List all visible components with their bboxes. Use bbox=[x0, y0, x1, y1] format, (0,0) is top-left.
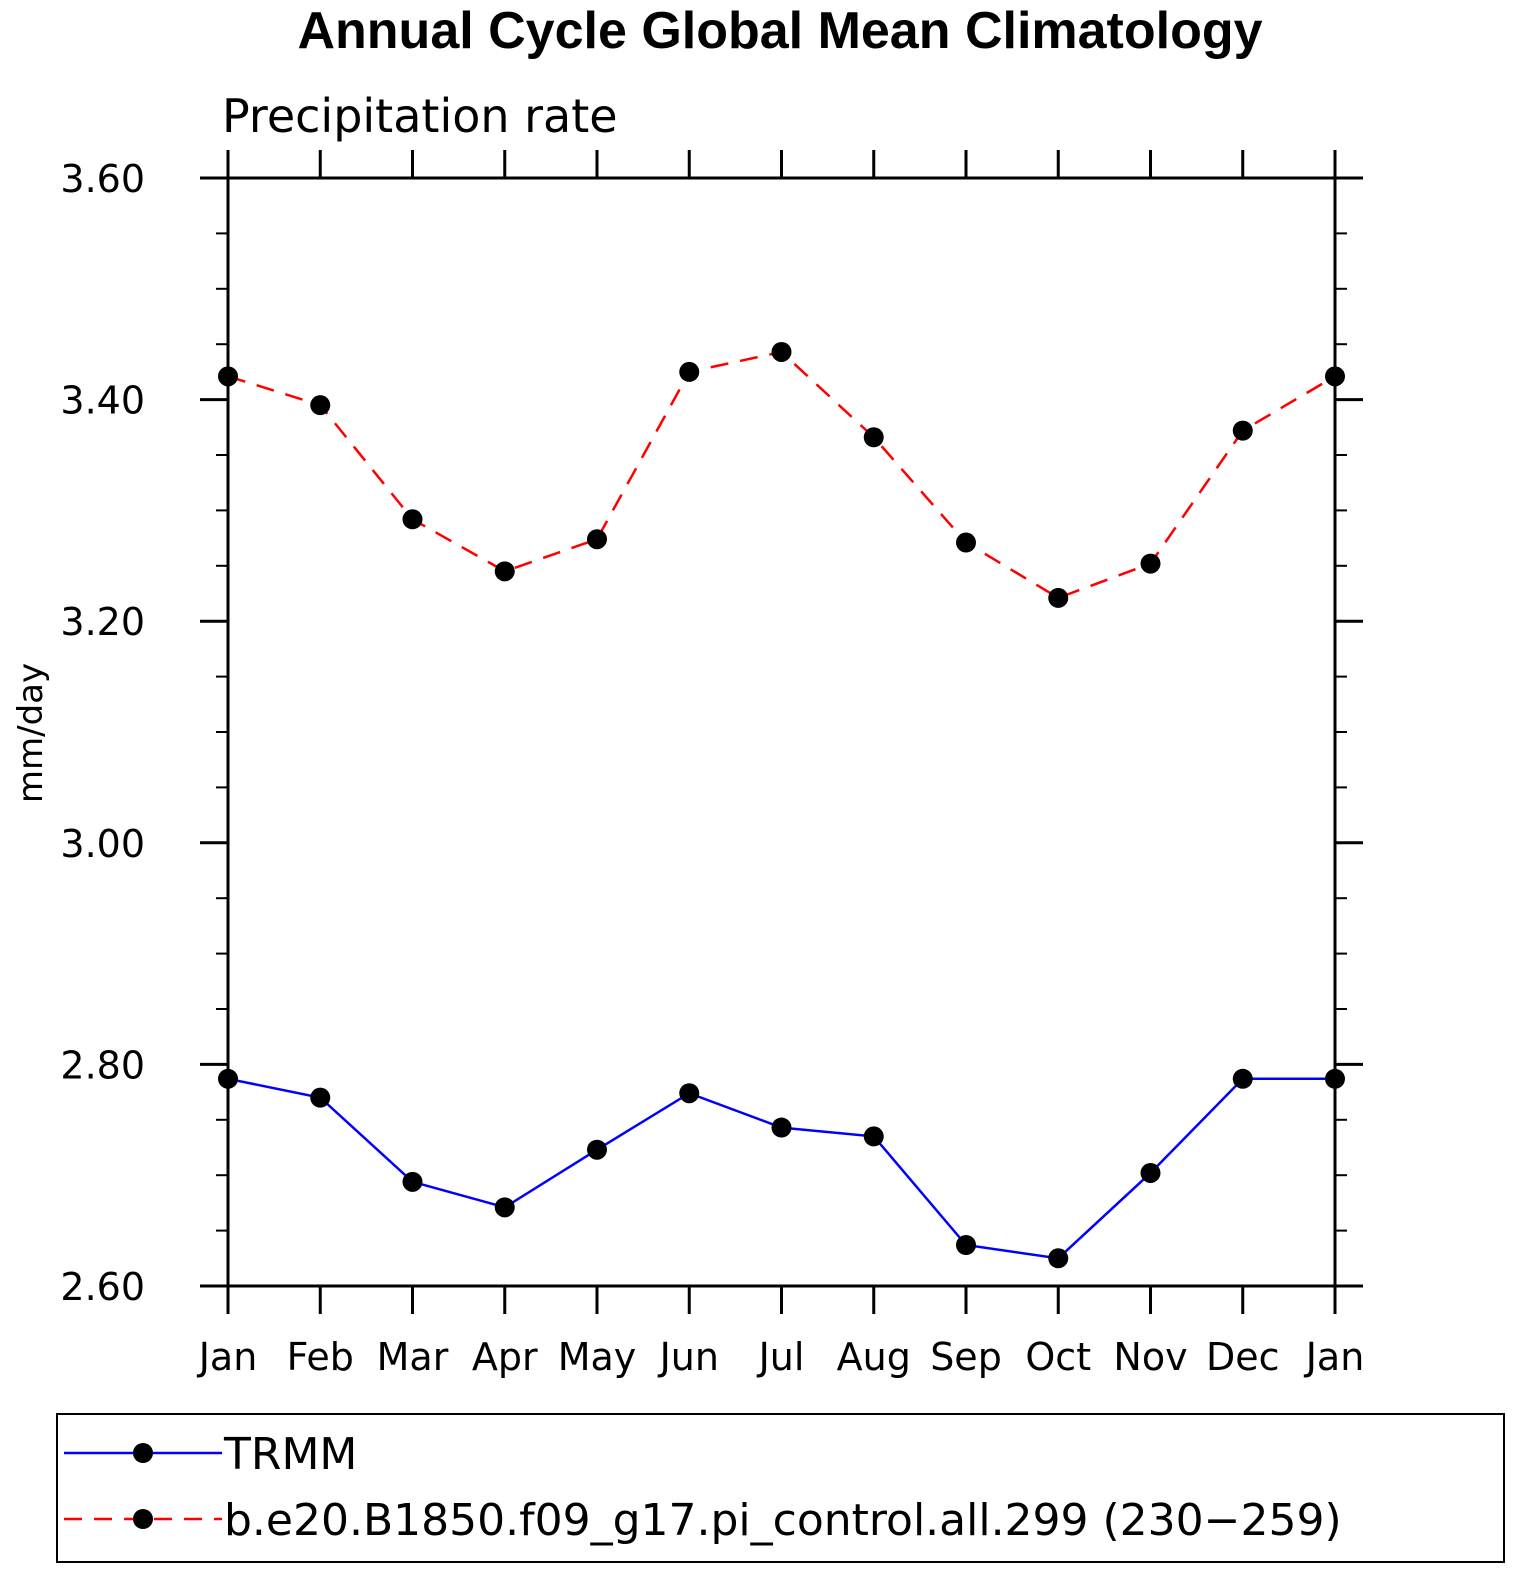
data-point-series-2 bbox=[956, 532, 976, 553]
legend-marker-2 bbox=[133, 1509, 153, 1529]
x-tick-label: Nov bbox=[1113, 1335, 1187, 1379]
data-point-series-1 bbox=[1232, 1068, 1253, 1089]
data-point-series-1 bbox=[1048, 1248, 1069, 1269]
data-point-series-1 bbox=[1325, 1068, 1345, 1089]
series-line-2 bbox=[227, 350, 1336, 600]
data-point-series-2 bbox=[587, 529, 607, 550]
data-point-series-2 bbox=[771, 341, 792, 362]
x-tick-label: Jul bbox=[757, 1335, 805, 1379]
data-point-series-1 bbox=[771, 1117, 792, 1138]
data-point-series-1 bbox=[402, 1171, 423, 1192]
y-tick-label: 3.60 bbox=[60, 157, 145, 201]
y-tick-label: 2.60 bbox=[60, 1265, 145, 1309]
data-point-series-1 bbox=[494, 1197, 515, 1218]
data-point-series-2 bbox=[1325, 366, 1345, 387]
legend-label-1: TRMM bbox=[223, 1429, 357, 1480]
legend-box bbox=[56, 1413, 1505, 1563]
x-tick-label: Oct bbox=[1025, 1335, 1091, 1379]
series-line-1 bbox=[227, 1077, 1335, 1260]
y-tick-labels: 2.60 2.80 3.00 3.20 3.40 3.60 bbox=[60, 157, 145, 1309]
x-tick-label: Dec bbox=[1206, 1335, 1280, 1379]
data-point-series-1 bbox=[310, 1087, 331, 1108]
chart-subtitle: Precipitation rate bbox=[222, 89, 618, 143]
data-point-series-2 bbox=[1232, 420, 1253, 441]
series-points bbox=[218, 341, 1345, 1269]
data-point-series-1 bbox=[956, 1235, 976, 1256]
data-point-series-1 bbox=[587, 1139, 607, 1160]
x-tick-label: Jan bbox=[197, 1335, 258, 1379]
y-tick-label: 3.40 bbox=[60, 379, 145, 423]
x-tick-labels: Jan Feb Mar Apr May Jun Jul Aug Sep Oct Nov Dec Jan bbox=[197, 1335, 1365, 1379]
legend-marker-1 bbox=[133, 1443, 153, 1463]
x-tick-label: May bbox=[558, 1335, 637, 1379]
y-tick-label: 2.80 bbox=[60, 1043, 145, 1087]
y-tick-label: 3.20 bbox=[60, 600, 145, 644]
y-axis-label: mm/day bbox=[11, 663, 51, 803]
x-tick-label: Mar bbox=[377, 1335, 449, 1379]
x-tick-label: Sep bbox=[930, 1335, 1002, 1379]
legend-label-2: b.e20.B1850.f09_g17.pi_control.all.299 (… bbox=[224, 1495, 1342, 1546]
data-point-series-2 bbox=[1140, 553, 1161, 574]
data-point-series-2 bbox=[863, 427, 884, 448]
axis-ticks bbox=[200, 150, 1363, 1314]
data-point-series-2 bbox=[494, 561, 515, 582]
x-tick-label: Aug bbox=[837, 1335, 911, 1379]
data-point-series-2 bbox=[402, 509, 423, 530]
data-point-series-1 bbox=[679, 1083, 700, 1104]
data-point-series-2 bbox=[1048, 587, 1069, 608]
data-point-series-1 bbox=[218, 1068, 238, 1089]
data-point-series-2 bbox=[679, 361, 700, 382]
x-tick-label: Feb bbox=[287, 1335, 354, 1379]
data-point-series-2 bbox=[218, 366, 238, 387]
x-tick-label: Jun bbox=[658, 1335, 719, 1379]
y-tick-label: 3.00 bbox=[60, 822, 145, 866]
legend: TRMM b.e20.B1850.f09_g17.pi_control.all.2… bbox=[56, 1413, 1505, 1563]
data-point-series-1 bbox=[1140, 1162, 1161, 1183]
x-tick-label: Apr bbox=[472, 1335, 538, 1379]
data-point-series-2 bbox=[310, 395, 331, 416]
data-point-series-1 bbox=[863, 1126, 884, 1147]
chart-title: Annual Cycle Global Mean Climatology bbox=[297, 2, 1262, 60]
x-tick-label: Jan bbox=[1304, 1335, 1365, 1379]
